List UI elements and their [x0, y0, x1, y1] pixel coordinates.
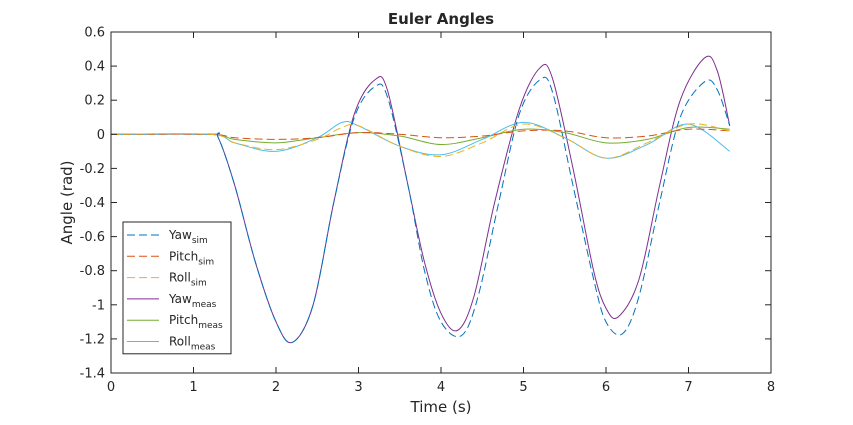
legend-label: Pitchsim	[169, 249, 214, 267]
legend-label: Yawmeas	[168, 292, 217, 310]
y-tick-label: -0.6	[80, 230, 105, 245]
legend-label: Rollmeas	[169, 335, 216, 353]
series-line-yaw-sim	[111, 76, 731, 344]
chart-title: Euler Angles	[388, 10, 494, 28]
y-tick-label: -1.4	[80, 367, 105, 382]
legend-label-subscript: sim	[198, 257, 214, 267]
legend-label-name: Pitch	[169, 313, 198, 327]
y-tick-label: -1.2	[80, 332, 105, 347]
legend-label-name: Yaw	[168, 228, 192, 242]
x-tick-label: 3	[354, 380, 362, 395]
legend-label-subscript: meas	[198, 321, 223, 331]
y-tick-label: -0.2	[80, 162, 105, 177]
series-line-roll-sim	[111, 123, 730, 159]
legend-label: Rollsim	[169, 271, 207, 289]
legend: YawsimPitchsimRollsimYawmeasPitchmeasRol…	[122, 221, 232, 355]
x-tick-label: 4	[437, 380, 445, 395]
x-tick-label: 0	[107, 380, 115, 395]
legend-box	[122, 221, 232, 355]
legend-label-name: Roll	[169, 271, 191, 285]
legend-label-subscript: sim	[192, 236, 208, 246]
y-tick-label: 0.2	[84, 94, 105, 109]
legend-label-name: Yaw	[168, 292, 192, 306]
axes-layer: 0 1 2 3 4 5 6 7 8 0.6 0.4 0.2 0 -0.2 -0.4 -0.6 -0.8 -1 -1.…	[80, 26, 776, 396]
x-tick-label: 5	[519, 380, 527, 395]
y-axis-label: Angle (rad)	[58, 160, 76, 244]
y-tick-label: 0	[97, 128, 105, 143]
series-layer	[111, 55, 731, 344]
y-tick-label: -0.8	[80, 264, 105, 279]
legend-label: Pitchmeas	[169, 313, 223, 331]
y-tick-label: -0.4	[80, 196, 105, 211]
series-line-pitch-sim	[111, 128, 730, 140]
series-line-pitch-meas	[111, 126, 730, 146]
legend-label-name: Roll	[169, 335, 191, 349]
x-tick-label: 8	[767, 380, 775, 395]
legend-label-name: Pitch	[169, 249, 198, 263]
x-tick-label: 1	[189, 380, 197, 395]
legend-label-subscript: sim	[191, 279, 207, 289]
legend-label-subscript: meas	[192, 300, 217, 310]
legend-label: Yawsim	[168, 228, 208, 246]
legend-label-subscript: meas	[191, 343, 216, 353]
x-axis-label: Time (s)	[410, 398, 472, 416]
x-tick-label: 2	[272, 380, 280, 395]
x-tick-label: 6	[602, 380, 610, 395]
y-tick-label: 0.6	[84, 26, 105, 41]
x-tick-label: 7	[684, 380, 692, 395]
y-tick-label: 0.4	[84, 60, 105, 75]
y-tick-label: -1	[92, 298, 105, 313]
